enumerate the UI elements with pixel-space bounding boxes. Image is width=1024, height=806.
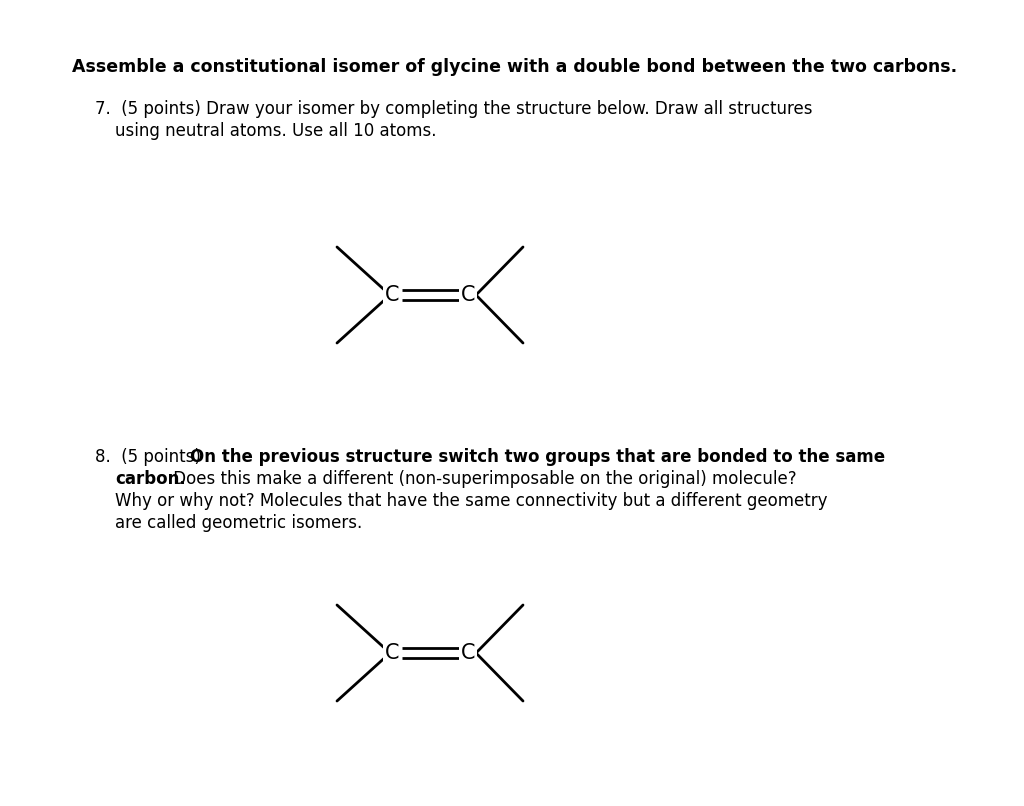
Text: 7.  (5 points) Draw your isomer by completing the structure below. Draw all stru: 7. (5 points) Draw your isomer by comple… — [95, 100, 812, 118]
Text: C: C — [461, 643, 475, 663]
Text: carbon.: carbon. — [115, 470, 185, 488]
Text: Why or why not? Molecules that have the same connectivity but a different geomet: Why or why not? Molecules that have the … — [115, 492, 827, 510]
Text: Assemble a constitutional isomer of glycine with a double bond between the two c: Assemble a constitutional isomer of glyc… — [72, 58, 957, 76]
Text: C: C — [385, 643, 399, 663]
Text: 8.  (5 points): 8. (5 points) — [95, 448, 206, 466]
Text: are called geometric isomers.: are called geometric isomers. — [115, 514, 362, 532]
Text: using neutral atoms. Use all 10 atoms.: using neutral atoms. Use all 10 atoms. — [115, 122, 436, 140]
Text: On the previous structure switch two groups that are bonded to the same: On the previous structure switch two gro… — [189, 448, 885, 466]
Text: C: C — [461, 285, 475, 305]
Text: C: C — [385, 285, 399, 305]
Text: Does this make a different (non-superimposable on the original) molecule?: Does this make a different (non-superimp… — [168, 470, 796, 488]
